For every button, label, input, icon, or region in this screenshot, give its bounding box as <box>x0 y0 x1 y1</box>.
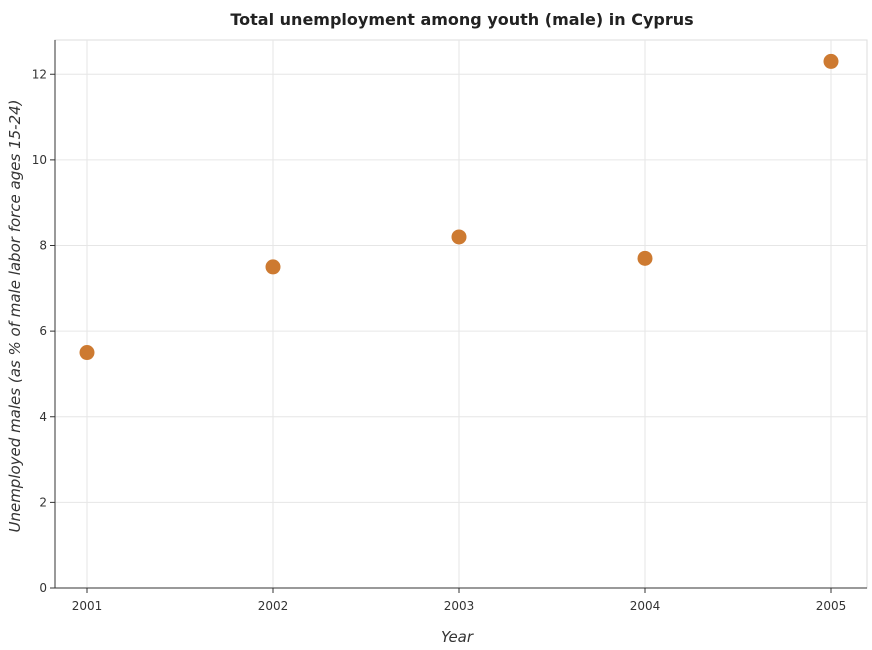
y-tick-label: 6 <box>39 324 47 338</box>
x-tick-label: 2001 <box>72 599 103 613</box>
grid-lines <box>55 40 867 589</box>
y-tick-label: 8 <box>39 239 47 253</box>
data-points <box>79 53 839 361</box>
y-axis-label: Unemployed males (as % of male labor for… <box>6 99 24 532</box>
y-axis: 0 2 4 6 8 10 12 <box>32 40 56 595</box>
x-tick-label: 2004 <box>630 599 661 613</box>
data-point <box>451 229 467 245</box>
y-tick-label: 0 <box>39 581 47 595</box>
x-tick-label: 2003 <box>444 599 475 613</box>
y-tick-label: 4 <box>39 410 47 424</box>
data-point <box>637 250 653 266</box>
data-point <box>265 259 281 275</box>
plot-area: 0 2 4 6 8 10 12 2001 2002 2003 2004 2005 <box>32 39 868 613</box>
x-axis-label: Year <box>441 628 474 646</box>
y-tick-label: 12 <box>32 67 47 81</box>
data-point <box>823 53 839 69</box>
x-tick-label: 2002 <box>258 599 289 613</box>
x-axis: 2001 2002 2003 2004 2005 <box>55 587 867 613</box>
chart-title: Total unemployment among youth (male) in… <box>230 10 693 29</box>
x-tick-label: 2005 <box>816 599 847 613</box>
y-tick-label: 10 <box>32 153 47 167</box>
plot-background <box>54 39 868 589</box>
data-point <box>79 345 95 361</box>
y-tick-label: 2 <box>39 495 47 509</box>
